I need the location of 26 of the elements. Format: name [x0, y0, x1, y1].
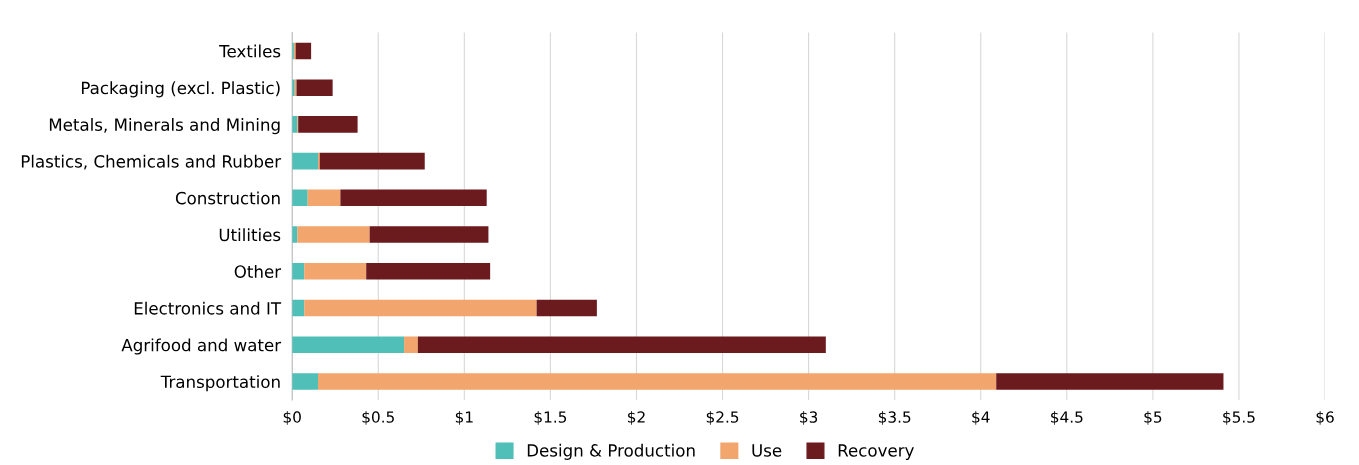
y-tick-label: Construction: [175, 191, 280, 205]
x-tick-label: $2.5: [706, 411, 739, 425]
legend-label: Use: [752, 444, 782, 457]
y-tick-label: Plastics, Chemicals and Rubber: [21, 154, 282, 170]
x-tick-label: $5.5: [1223, 411, 1255, 425]
x-tick-label: $2: [628, 411, 645, 425]
y-tick-label: Utilities: [219, 228, 281, 242]
y-tick-label: Packaging (excl. Plastic): [81, 81, 280, 98]
x-tick-label: $4.5: [1051, 411, 1083, 425]
y-tick-label: Textiles: [219, 44, 281, 58]
x-tick-label: $1: [455, 411, 473, 425]
legend-label: Recovery: [838, 444, 914, 460]
x-tick-label: $6: [1316, 411, 1334, 425]
x-tick-label: $0: [283, 411, 301, 425]
x-tick-label: $5: [1144, 411, 1162, 425]
x-tick-label: $3.5: [878, 411, 911, 425]
y-tick-label: Other: [234, 265, 282, 278]
x-tick-label: $3: [800, 411, 818, 425]
x-tick-label: $0.5: [362, 411, 394, 425]
x-tick-label: $4: [972, 411, 990, 425]
y-tick-label: Transportation: [160, 375, 280, 392]
legend-label: Design & Production: [527, 443, 695, 460]
x-tick-label: $1.5: [534, 411, 567, 425]
y-tick-label: Metals, Minerals and Mining: [49, 118, 280, 135]
y-tick-label: Agrifood and water: [121, 338, 282, 355]
y-tick-label: Electronics and IT: [134, 301, 282, 315]
